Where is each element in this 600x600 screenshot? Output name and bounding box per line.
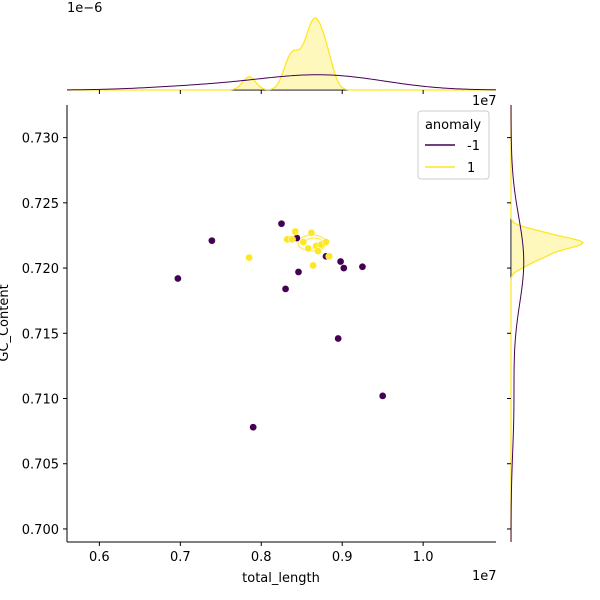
point-anomaly: [249, 423, 258, 432]
point-anomaly: [378, 392, 387, 400]
point-normal: [307, 228, 316, 237]
x-tick-label: 1.0: [413, 550, 434, 565]
right-marginal-kde-fill: [511, 105, 583, 542]
point-normal: [288, 235, 296, 244]
point-normal: [291, 227, 300, 236]
point-anomaly: [334, 334, 343, 343]
right-marginal-kde-line: [510, 105, 585, 542]
point-anomaly: [277, 219, 286, 228]
y-tick-label: 0.705: [22, 458, 59, 473]
y-offset-label: 1e7: [472, 94, 497, 109]
scatter-points: [174, 219, 387, 432]
y-tick-label: 0.725: [22, 197, 59, 212]
y-tick-label: 0.710: [22, 393, 59, 408]
top-marginal-offset-label: 1e−6: [67, 1, 102, 16]
legend-label-anomaly: -1: [467, 139, 480, 154]
top-marginal-kde-fill: [67, 18, 496, 90]
x-tick-label: 0.9: [332, 550, 353, 565]
y-tick-label: 0.700: [22, 523, 59, 538]
right-marginal-ticks: [507, 137, 511, 530]
main-axes: 0.6 0.7 0.8 0.9 1.0 0.700 0.705 0.710 0.715 0.72…: [0, 90, 497, 586]
point-normal: [299, 238, 308, 246]
point-normal: [322, 238, 330, 246]
top-marginal-kde-line-anomaly: [66, 74, 497, 91]
y-tick-label: 0.730: [22, 132, 59, 147]
point-normal: [304, 244, 313, 253]
x-tick-label: 0.6: [89, 550, 110, 565]
point-anomaly: [294, 268, 303, 276]
x-tick-label: 0.7: [170, 550, 191, 565]
top-marginal-ticks: [98, 90, 424, 94]
point-normal: [309, 261, 317, 270]
top-marginal-plot: 1e−6: [66, 1, 497, 91]
x-axis-ticks: 0.6 0.7 0.8 0.9 1.0: [89, 542, 433, 565]
x-tick-label: 0.8: [251, 550, 272, 565]
x-axis-label: total_length: [242, 571, 320, 586]
top-marginal-kde-line: [67, 17, 496, 91]
point-anomaly: [281, 285, 290, 293]
right-marginal-plot: [507, 104, 585, 543]
point-anomaly: [339, 264, 348, 272]
point-normal: [314, 247, 322, 255]
right-marginal-kde-line-anomaly: [510, 104, 525, 543]
y-tick-label: 0.715: [22, 327, 59, 342]
point-anomaly: [358, 262, 367, 271]
point-anomaly: [208, 236, 216, 245]
point-anomaly: [336, 257, 345, 266]
y-axis-ticks: 0.700 0.705 0.710 0.715 0.720 0.725 0.730: [22, 132, 67, 538]
point-anomaly: [174, 274, 182, 283]
legend-title: anomaly: [425, 118, 481, 133]
x-offset-label: 1e7: [472, 569, 497, 584]
y-tick-label: 0.720: [22, 262, 59, 277]
point-normal: [245, 253, 253, 262]
y-axis-label: GC_Content: [0, 284, 12, 361]
legend-label-normal: 1: [467, 161, 475, 176]
legend: anomaly -1 1: [417, 110, 490, 180]
point-normal: [325, 252, 334, 261]
